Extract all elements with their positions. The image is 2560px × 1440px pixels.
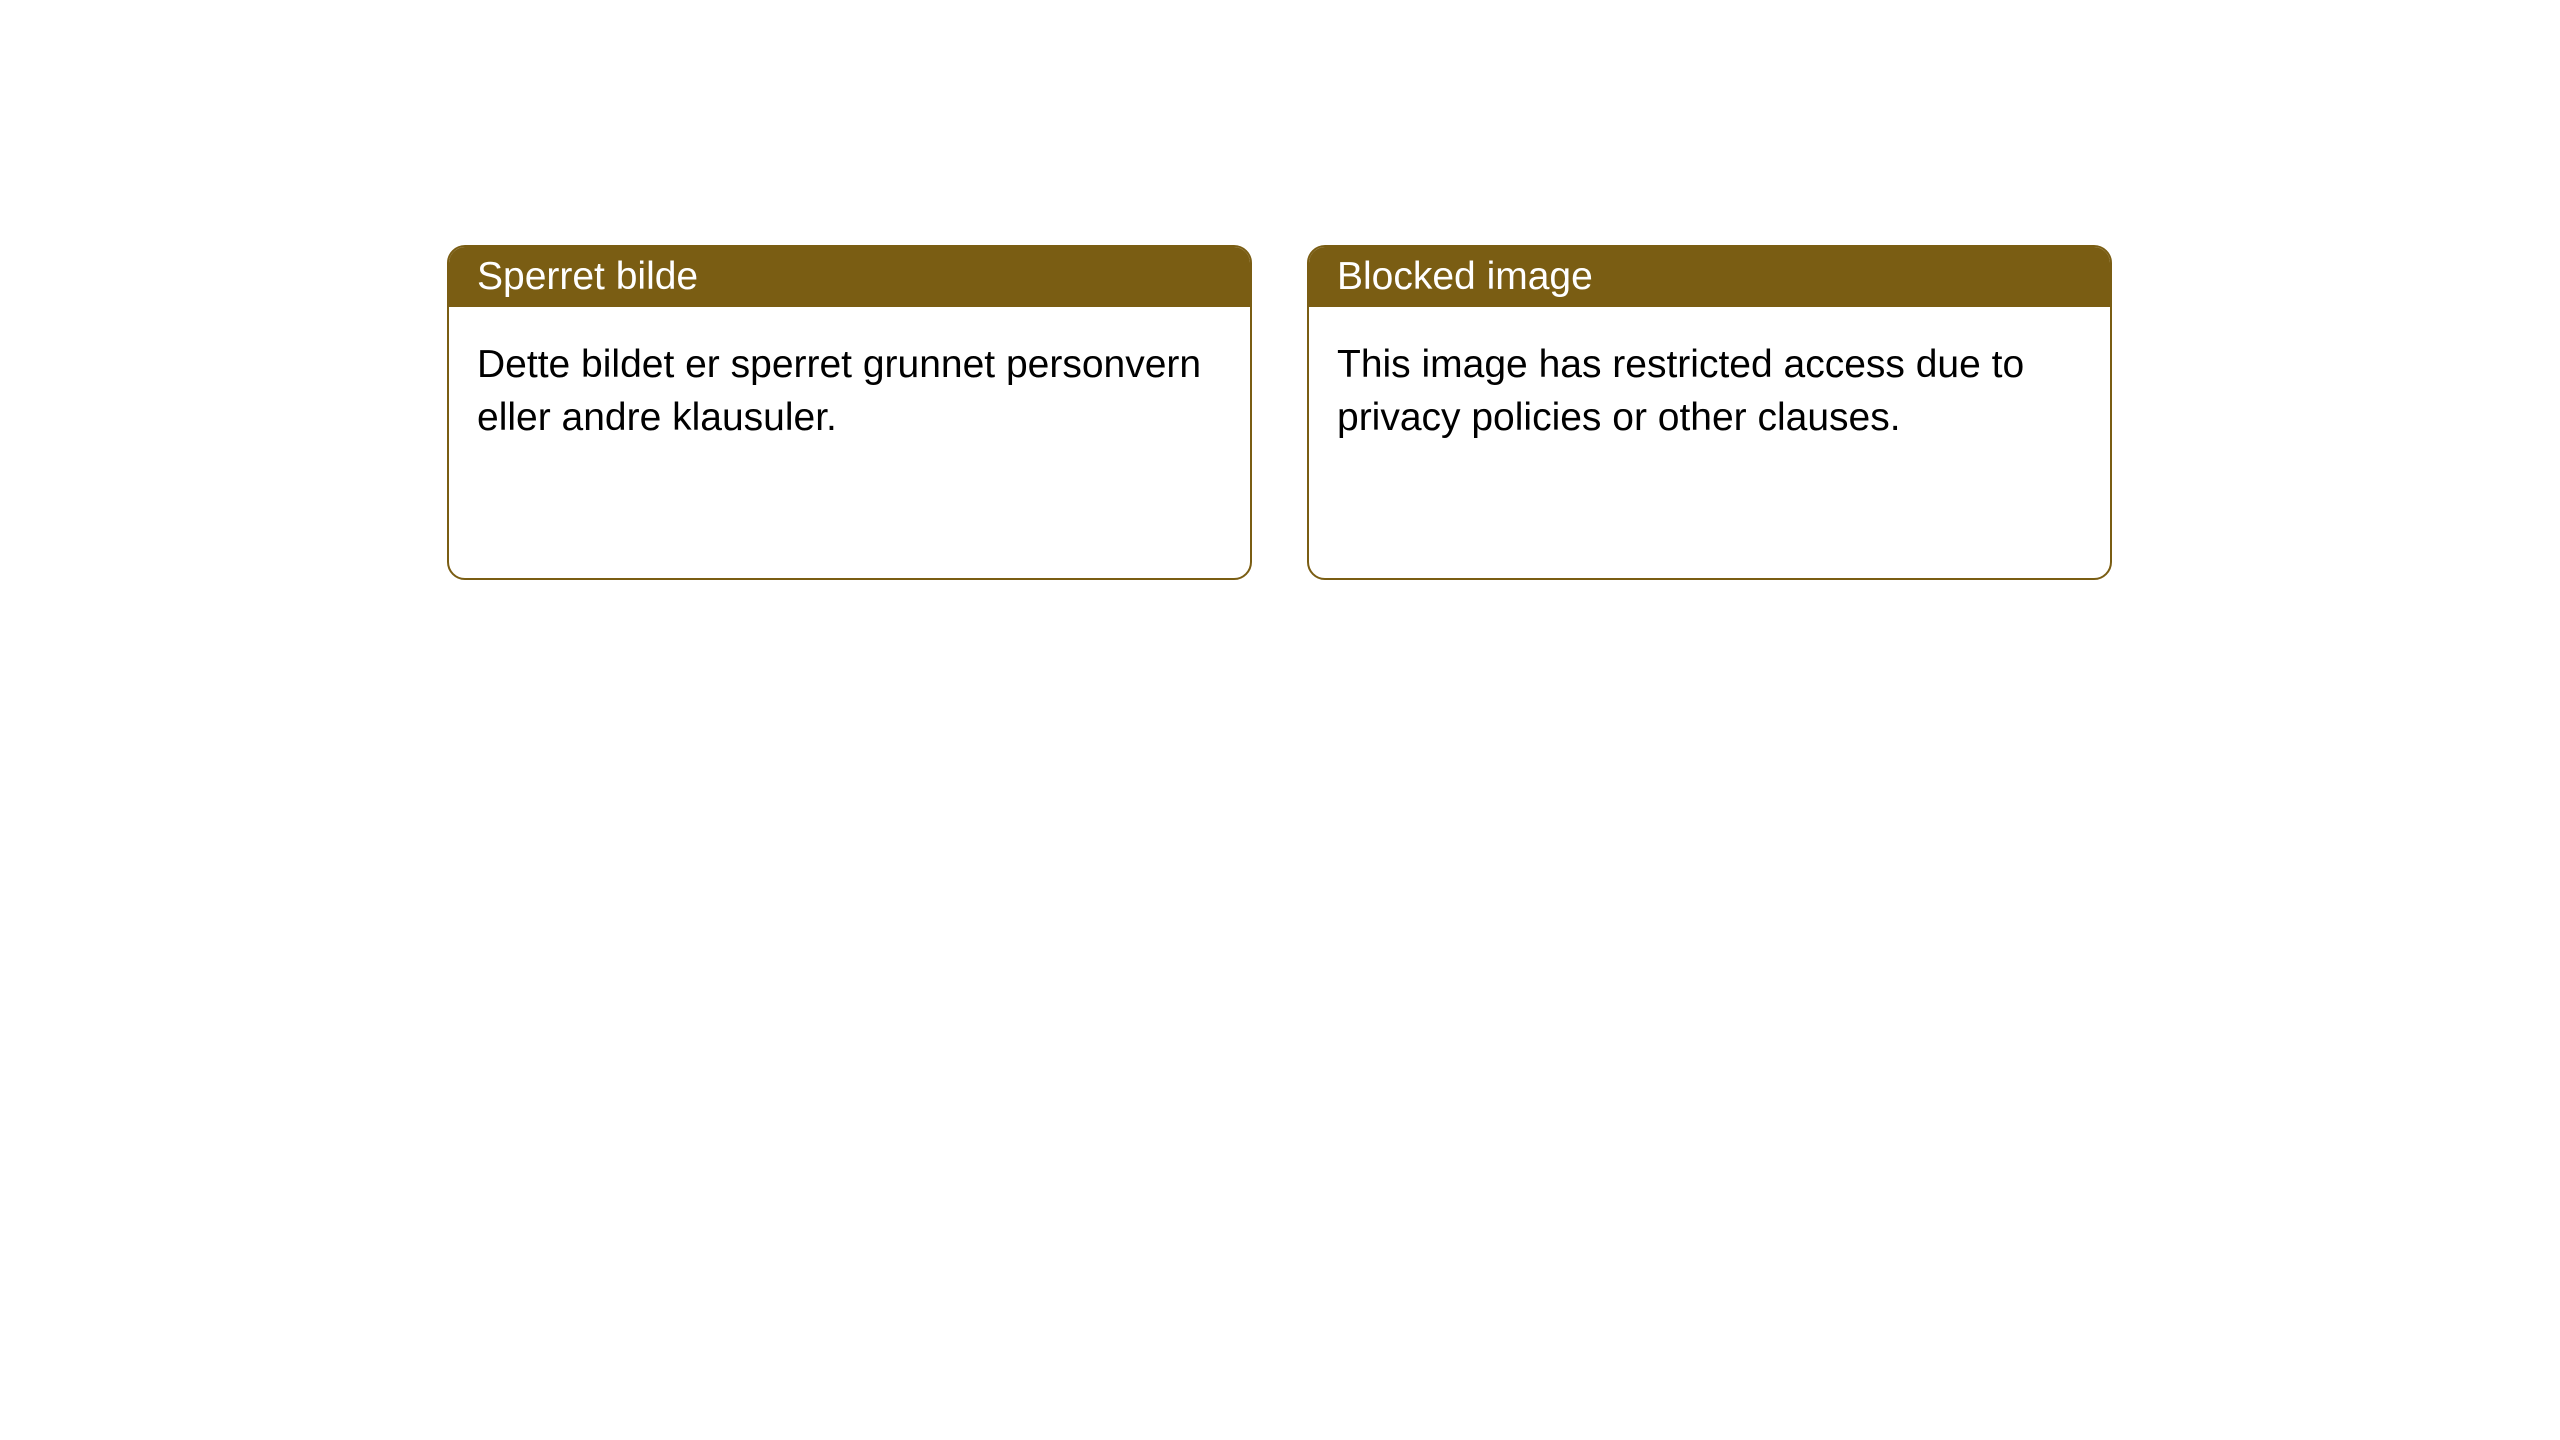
notice-header: Sperret bilde	[449, 247, 1250, 307]
notice-header: Blocked image	[1309, 247, 2110, 307]
notice-container: Sperret bilde Dette bildet er sperret gr…	[447, 245, 2112, 580]
notice-message: Dette bildet er sperret grunnet personve…	[477, 343, 1201, 439]
notice-title: Blocked image	[1337, 255, 1593, 298]
notice-message: This image has restricted access due to …	[1337, 343, 2024, 439]
notice-card-english: Blocked image This image has restricted …	[1307, 245, 2112, 580]
notice-body: This image has restricted access due to …	[1309, 307, 2110, 476]
notice-card-norwegian: Sperret bilde Dette bildet er sperret gr…	[447, 245, 1252, 580]
notice-title: Sperret bilde	[477, 255, 698, 298]
notice-body: Dette bildet er sperret grunnet personve…	[449, 307, 1250, 476]
